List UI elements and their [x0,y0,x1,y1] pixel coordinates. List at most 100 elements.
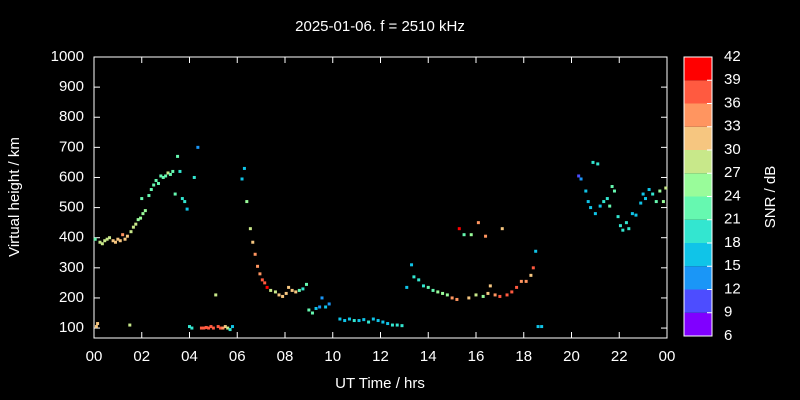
data-point [531,266,535,270]
data-point [376,319,380,323]
data-point [327,302,331,306]
data-point [593,212,597,216]
data-point [116,237,120,241]
data-point [536,325,540,329]
data-point [400,324,404,328]
data-point [534,249,538,253]
data-point [612,189,616,193]
data-point [129,230,133,234]
data-point [362,318,366,322]
colorbar-tick-label: 15 [724,257,741,274]
data-point [180,197,184,201]
data-point [441,291,445,295]
data-point [457,227,461,231]
data-point [240,177,244,181]
data-point [105,237,109,241]
data-point [118,239,122,243]
colorbar-band [684,57,712,81]
x-tick-label: 02 [133,348,150,365]
data-point [290,288,294,292]
data-point [320,296,324,300]
colorbar-tick-label: 9 [724,304,732,321]
data-point [405,285,409,289]
colorbar-band [684,80,712,104]
data-point [260,278,264,282]
data-point [469,233,473,237]
colorbar-band [684,266,712,290]
y-tick-label: 100 [59,319,84,336]
colorbar-tick-label: 27 [724,164,741,181]
data-point [159,174,163,178]
data-point [140,197,144,201]
data-point [242,166,246,170]
data-point [269,288,273,292]
data-point [634,213,638,217]
colorbar-band [684,219,712,243]
data-point [484,234,488,238]
data-point [139,216,143,220]
data-point [381,320,385,324]
colorbar-tick-label: 18 [724,234,741,251]
data-point [183,200,187,204]
data-point [343,319,347,323]
data-point [214,293,218,297]
data-point [481,294,485,298]
data-point [297,288,301,292]
data-point [410,263,414,267]
data-point [178,169,182,173]
data-point [248,227,252,231]
data-point [524,279,528,283]
data-point [498,294,502,298]
data-point [281,294,285,298]
data-point [307,308,311,312]
data-point [417,278,421,282]
data-point [338,317,342,321]
data-point [192,175,196,179]
x-tick-label: 06 [229,348,246,365]
data-point [596,162,600,166]
colorbar-label: SNR / dB [762,166,779,229]
data-point [610,185,614,189]
data-point [310,311,314,315]
data-point [386,322,390,326]
data-point [147,194,151,198]
data-point [314,306,318,310]
data-point [661,200,665,204]
data-point [152,183,156,187]
x-tick-label: 20 [563,348,580,365]
data-point [505,293,509,297]
data-point [94,325,98,329]
colorbar-tick-label: 39 [724,71,741,88]
colorbar-tick-label: 24 [724,187,741,204]
data-point [664,186,668,190]
data-point [647,188,651,192]
data-point [641,192,645,196]
x-tick-label: 22 [611,348,628,365]
data-point [644,197,648,201]
data-point [171,169,175,173]
data-point [324,305,328,309]
data-point [190,326,194,330]
data-point [223,325,227,329]
data-point [211,326,215,330]
x-tick-label: 00 [659,348,676,365]
data-point [164,174,168,178]
data-point [579,177,583,181]
data-point [128,323,132,327]
data-point [488,284,492,288]
data-point [168,172,172,176]
data-point [616,215,620,219]
y-tick-label: 700 [59,138,84,155]
data-point [584,189,588,193]
y-tick-label: 400 [59,229,84,246]
data-point [173,192,177,196]
x-tick-label: 12 [372,348,389,365]
data-point [204,325,208,329]
data-point [624,221,628,225]
data-point [123,237,127,241]
data-point [216,325,220,329]
x-tick-label: 08 [277,348,294,365]
colorbar-tick-label: 6 [724,327,732,344]
data-point [431,288,435,292]
data-point [141,212,145,216]
